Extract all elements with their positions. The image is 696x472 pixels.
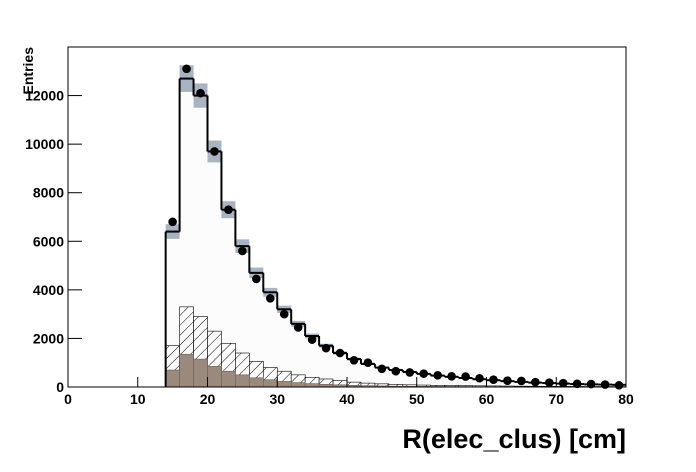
mc-bar: [277, 309, 292, 387]
mc-bar: [305, 336, 320, 387]
data-point: [391, 366, 401, 376]
filled-bar: [193, 358, 208, 388]
x-tick-label: 80: [618, 391, 634, 407]
mc-bar: [472, 379, 487, 387]
x-tick-label: 50: [409, 391, 425, 407]
data-point: [475, 373, 484, 383]
x-tick-label: 10: [130, 391, 146, 407]
data-point: [614, 381, 624, 390]
data-point: [447, 372, 456, 381]
y-axis-label: Entries: [20, 47, 36, 95]
plot-area: [164, 64, 627, 390]
mc-bar: [235, 246, 250, 387]
data-point: [433, 371, 442, 380]
mc-bar: [374, 367, 389, 387]
x-tick-label: 0: [64, 391, 72, 407]
mc-bar: [360, 363, 375, 387]
filled-bar: [304, 383, 320, 388]
mc-bar: [221, 209, 236, 387]
data-point: [558, 378, 568, 388]
filled-bar: [235, 374, 250, 388]
x-tick-label: 30: [269, 391, 285, 407]
mc-bar: [333, 353, 347, 387]
x-tick-label: 60: [479, 391, 495, 407]
data-point: [293, 323, 303, 332]
data-point: [503, 376, 512, 385]
y-tick-label: 8000: [33, 185, 64, 201]
data-point: [405, 368, 415, 377]
mc-bar: [458, 378, 473, 387]
filled-bar: [165, 369, 180, 388]
data-point: [196, 88, 205, 98]
mc-bar: [347, 359, 361, 387]
mc-bar: [207, 151, 222, 387]
filled-bar: [249, 377, 264, 388]
mc-bar: [416, 373, 431, 387]
data-point: [572, 379, 582, 389]
data-point: [224, 205, 233, 215]
data-point: [307, 335, 317, 344]
filled-bar: [276, 381, 292, 388]
data-point: [461, 372, 470, 381]
data-point: [335, 348, 345, 358]
filled-bar: [290, 382, 306, 388]
mc-bar: [193, 95, 208, 388]
data-point: [363, 358, 373, 368]
filled-bar: [221, 370, 236, 388]
data-point: [252, 274, 261, 284]
y-tick-label: 6000: [33, 233, 64, 249]
data-point: [349, 355, 359, 365]
data-point: [419, 369, 429, 378]
mc-bar: [249, 272, 264, 387]
y-tick-label: 12000: [25, 88, 64, 104]
x-tick-label: 70: [548, 391, 564, 407]
data-point: [586, 379, 596, 389]
data-point: [531, 377, 540, 387]
mc-bar: [263, 292, 278, 387]
data-point: [600, 380, 610, 389]
data-point: [544, 378, 554, 387]
x-tick-label: 40: [339, 391, 355, 407]
filled-bar: [207, 366, 222, 388]
data-point: [279, 309, 289, 319]
data-point: [377, 364, 387, 374]
mc-bar: [444, 376, 459, 387]
mc-bar: [430, 375, 445, 387]
data-point: [210, 147, 219, 156]
data-point: [238, 246, 247, 256]
x-axis-label: R(elec_clus) [cm]: [402, 424, 626, 454]
data-point: [517, 376, 526, 386]
y-tick-label: 10000: [25, 136, 64, 152]
data-point: [265, 294, 275, 303]
mc-bar: [291, 323, 306, 387]
data-point: [321, 343, 331, 353]
filled-bar: [262, 379, 278, 388]
filled-bar: [179, 353, 194, 388]
y-tick-label: 4000: [33, 282, 64, 298]
mc-bar: [388, 370, 403, 387]
mc-bar: [402, 371, 417, 387]
data-point: [489, 375, 498, 385]
data-point: [168, 217, 177, 227]
x-tick-label: 20: [200, 391, 216, 407]
y-tick-label: 2000: [33, 330, 64, 346]
y-tick-label: 0: [56, 379, 64, 395]
mc-bar: [319, 345, 334, 387]
data-point: [182, 64, 191, 74]
